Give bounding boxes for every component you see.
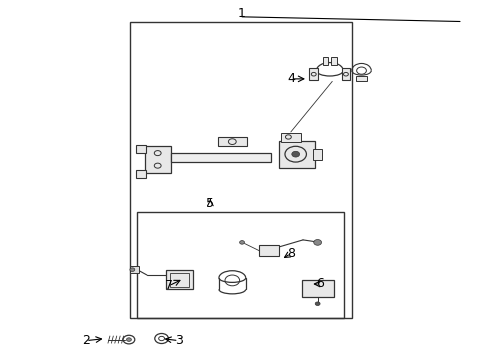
Bar (278, 141, 315, 168)
Bar (355, 76, 366, 81)
Circle shape (126, 338, 131, 341)
Bar (259, 245, 278, 256)
Bar (322, 57, 328, 64)
Text: 6: 6 (316, 278, 324, 291)
Circle shape (239, 240, 244, 244)
Bar (130, 22, 351, 318)
Text: 3: 3 (174, 334, 182, 347)
Bar (137, 212, 344, 318)
Bar (309, 68, 318, 80)
Circle shape (315, 302, 320, 306)
Text: 4: 4 (286, 72, 294, 85)
Bar (170, 273, 188, 287)
Bar (136, 145, 146, 153)
Bar (330, 57, 336, 64)
Bar (166, 270, 193, 289)
Text: 7: 7 (164, 279, 173, 292)
Text: 1: 1 (238, 7, 245, 20)
Bar (281, 133, 300, 141)
Bar (312, 149, 321, 159)
Bar (302, 280, 333, 297)
Text: 8: 8 (286, 247, 294, 260)
Bar (130, 266, 139, 273)
Text: 2: 2 (82, 334, 90, 347)
Text: 5: 5 (206, 197, 214, 210)
Bar (171, 153, 271, 162)
Circle shape (130, 268, 135, 271)
Bar (341, 68, 349, 80)
Bar (144, 146, 171, 173)
Bar (217, 137, 246, 146)
Circle shape (313, 239, 321, 245)
Bar (136, 170, 146, 178)
Circle shape (291, 151, 299, 157)
